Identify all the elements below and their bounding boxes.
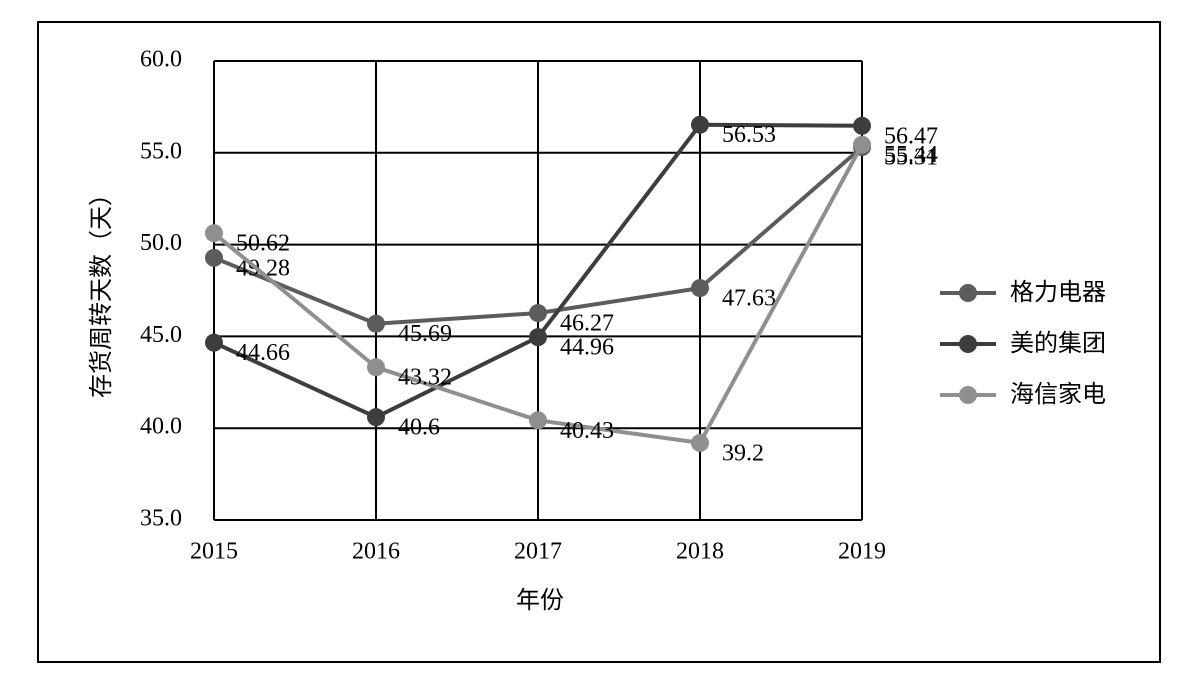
- y-tick-label: 55.0: [140, 138, 182, 164]
- legend-label: 格力电器: [1010, 278, 1106, 306]
- data-label: 55.44: [884, 142, 938, 168]
- y-tick-label: 40.0: [140, 414, 182, 440]
- point: [529, 304, 547, 323]
- x-tick-label: 2019: [838, 539, 886, 565]
- point: [205, 333, 223, 352]
- data-label: 56.47: [884, 123, 938, 149]
- frame: [37, 21, 1161, 663]
- data-label: 46.27: [560, 311, 614, 337]
- x-tick-label: 2018: [676, 539, 724, 565]
- legend-label: 海信家电: [1010, 380, 1106, 408]
- x-tick-label: 2015: [190, 539, 238, 565]
- y-tick-label: 50.0: [140, 230, 182, 256]
- data-label: 47.63: [722, 286, 776, 312]
- point: [205, 224, 223, 243]
- point: [367, 358, 385, 377]
- legend-label: 美的集团: [1010, 329, 1106, 357]
- y-axis-title: 存货周转天数（天）: [87, 182, 115, 398]
- data-label: 50.62: [236, 231, 290, 257]
- point: [529, 411, 547, 430]
- y-tick-label: 35.0: [140, 506, 182, 532]
- point: [529, 328, 547, 347]
- y-tick-label: 60.0: [140, 47, 182, 73]
- data-label: 44.66: [236, 340, 290, 366]
- point: [205, 248, 223, 267]
- x-tick-label: 2017: [514, 539, 562, 565]
- legend-marker: [959, 284, 977, 302]
- data-label: 40.43: [560, 418, 614, 444]
- legend-marker: [959, 335, 977, 353]
- data-label: 45.69: [398, 321, 452, 347]
- point: [691, 279, 709, 298]
- point: [691, 115, 709, 134]
- data-label: 39.2: [722, 440, 764, 466]
- data-label: 43.32: [398, 365, 452, 391]
- point: [691, 433, 709, 452]
- x-axis-title: 年份: [516, 586, 564, 614]
- y-tick-label: 45.0: [140, 322, 182, 348]
- point: [367, 314, 385, 333]
- legend-marker: [959, 386, 977, 404]
- data-label: 44.96: [560, 335, 614, 361]
- x-tick-label: 2016: [352, 539, 400, 565]
- point: [853, 116, 871, 135]
- data-label: 55.31: [884, 145, 938, 171]
- point: [367, 408, 385, 427]
- data-label: 40.6: [398, 415, 440, 441]
- data-label: 56.53: [722, 122, 776, 148]
- point: [853, 135, 871, 154]
